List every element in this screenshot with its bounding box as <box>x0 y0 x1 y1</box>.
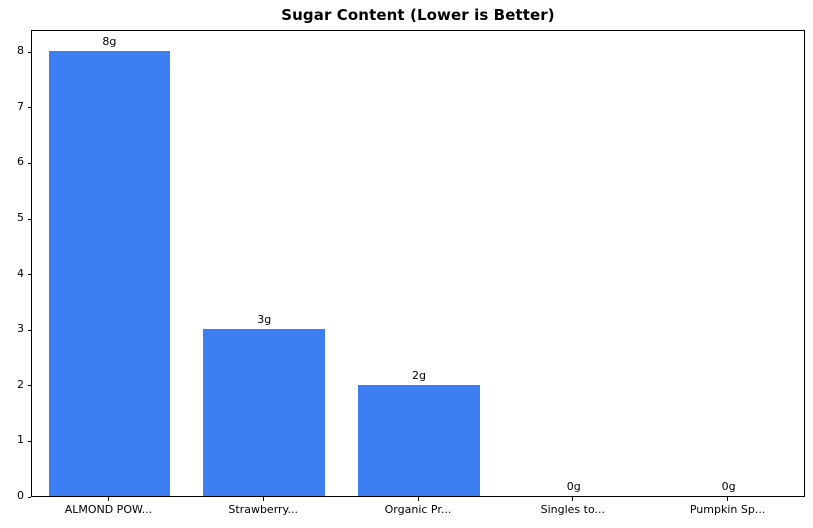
y-tick-label: 0 <box>17 489 24 502</box>
y-tick-mark <box>27 329 31 331</box>
bar-group: 8g <box>48 31 171 496</box>
bar[interactable] <box>203 329 326 496</box>
bar-value-label: 0g <box>721 480 736 493</box>
bar[interactable] <box>48 51 171 496</box>
y-tick-label: 6 <box>17 155 24 169</box>
bar-group: 2g <box>358 31 480 496</box>
bar-group: 0g <box>513 31 635 496</box>
bar[interactable] <box>358 384 480 496</box>
y-tick-mark <box>27 385 31 387</box>
y-tick-label: 4 <box>17 266 24 280</box>
plot-area: 8g 3g 2g 0g 0g <box>31 30 805 497</box>
x-tick-label: Organic Pr... <box>384 503 452 516</box>
y-tick-mark <box>27 496 31 498</box>
y-tick-mark <box>27 274 31 276</box>
x-tick-label: ALMOND POW... <box>64 503 153 516</box>
bar-value-label: 2g <box>412 368 426 382</box>
x-tick-mark <box>727 497 729 501</box>
x-tick-mark <box>262 497 264 501</box>
bar-group: 3g <box>203 31 326 496</box>
y-tick-mark <box>27 218 31 220</box>
bar-value-label: 0g <box>566 480 581 493</box>
y-tick-label: 3 <box>17 322 24 336</box>
bars-layer: 8g 3g 2g 0g 0g <box>32 31 804 496</box>
y-tick-label: 8 <box>17 44 24 58</box>
y-tick-mark <box>27 107 31 109</box>
x-tick-mark <box>572 497 574 501</box>
x-tick-label: Pumpkin Sp... <box>689 503 766 516</box>
x-tick-label: Strawberry... <box>228 503 298 516</box>
bar-value-label: 8g <box>102 35 117 49</box>
y-tick-label: 7 <box>17 99 24 113</box>
y-tick-label: 5 <box>17 211 24 225</box>
y-tick-label: 2 <box>17 377 24 391</box>
y-tick-mark <box>27 440 31 442</box>
bar-value-label: 3g <box>257 313 272 327</box>
x-tick-label: Singles to... <box>540 503 605 516</box>
chart-title: Sugar Content (Lower is Better) <box>281 6 555 24</box>
y-tick-mark <box>27 162 31 164</box>
bar-group: 0g <box>668 31 790 496</box>
y-tick-label: 1 <box>17 433 24 447</box>
y-tick-mark <box>27 51 31 53</box>
x-tick-mark <box>107 497 109 501</box>
x-tick-mark <box>417 497 419 501</box>
